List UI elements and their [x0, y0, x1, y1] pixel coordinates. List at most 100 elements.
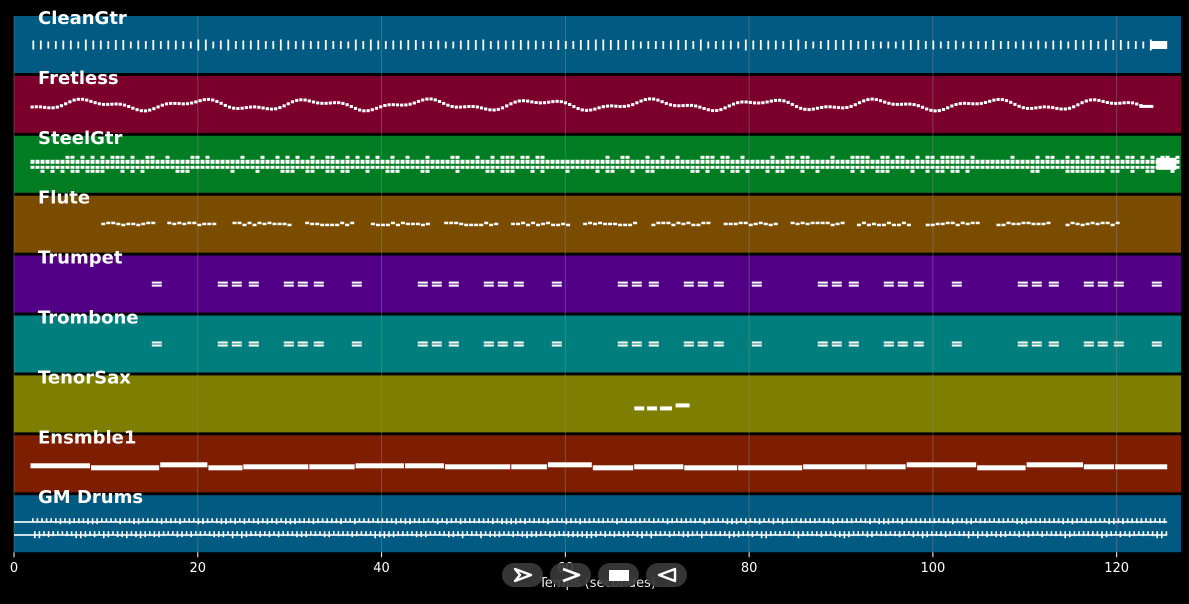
note-block	[878, 518, 880, 525]
note-block	[314, 531, 317, 537]
note-block	[255, 159, 260, 164]
note-block	[735, 159, 740, 164]
note-block	[116, 531, 119, 538]
note-block	[1126, 101, 1130, 105]
note-block	[147, 518, 149, 524]
note-block	[430, 165, 435, 169]
note-block	[636, 531, 639, 538]
fast-forward-button[interactable]	[550, 563, 591, 587]
note-block	[127, 105, 131, 108]
note-block	[744, 100, 748, 104]
note-block	[110, 155, 115, 159]
note-block	[328, 531, 330, 538]
note-block	[643, 518, 646, 523]
note-block	[89, 531, 91, 537]
note-block	[939, 41, 942, 49]
note-block	[666, 518, 669, 525]
note-block	[864, 40, 867, 50]
note-block	[979, 101, 983, 105]
stop-button[interactable]	[598, 563, 639, 587]
note-block	[240, 155, 245, 159]
note-block	[440, 165, 445, 169]
note-block	[355, 155, 360, 159]
note-block	[1004, 531, 1007, 538]
note-block	[1050, 165, 1055, 169]
note-block	[738, 221, 743, 225]
note-block	[1005, 165, 1010, 169]
note-block	[170, 518, 172, 524]
note-block	[1140, 155, 1145, 159]
note-block	[566, 223, 571, 227]
note-block	[407, 40, 410, 50]
note-block	[268, 531, 271, 538]
note-block	[216, 518, 218, 524]
note-block	[105, 159, 110, 164]
note-block	[689, 518, 692, 523]
note-block	[750, 165, 755, 169]
rewind-button[interactable]	[646, 563, 687, 587]
note-block	[351, 341, 362, 344]
note-block	[41, 518, 43, 523]
note-block	[152, 40, 155, 50]
note-block	[375, 159, 380, 164]
note-block	[151, 221, 156, 225]
note-block	[530, 165, 535, 169]
note-block	[751, 344, 762, 347]
note-block	[310, 155, 315, 159]
note-block	[1175, 159, 1180, 164]
note-block	[740, 165, 745, 169]
note-block	[351, 284, 362, 287]
note-block	[1065, 169, 1070, 173]
note-block	[97, 102, 101, 106]
note-block	[986, 531, 988, 538]
note-block	[182, 41, 185, 49]
note-block	[473, 518, 476, 524]
note-block	[875, 159, 880, 164]
note-block	[206, 518, 209, 524]
note-block	[849, 104, 853, 108]
note-block	[722, 40, 725, 50]
note-block	[223, 103, 227, 107]
note-block	[823, 518, 825, 524]
note-block	[1030, 518, 1032, 524]
note-block	[485, 159, 490, 164]
note-block	[645, 165, 650, 169]
note-block	[530, 100, 534, 104]
note-block	[1135, 159, 1140, 164]
note-block	[947, 518, 949, 524]
note-block	[731, 102, 736, 106]
note-block	[563, 531, 565, 537]
note-block	[323, 531, 326, 538]
note-block	[891, 102, 895, 106]
note-block	[691, 531, 694, 537]
note-block	[1100, 159, 1105, 164]
note-block	[640, 159, 645, 164]
note-block	[883, 100, 887, 104]
note-block	[589, 108, 593, 112]
note-block	[200, 159, 205, 164]
note-block	[980, 165, 985, 169]
note-block	[542, 101, 547, 105]
note-block	[694, 104, 698, 108]
note-block	[1113, 341, 1124, 344]
note-block	[1151, 531, 1154, 537]
note-block	[887, 41, 890, 49]
note-block	[431, 284, 442, 287]
note-block	[812, 41, 815, 49]
note-block	[817, 284, 828, 287]
note-block	[815, 106, 820, 110]
note-block	[130, 159, 135, 164]
note-block	[1083, 344, 1094, 347]
note-block	[311, 100, 316, 104]
play-button[interactable]	[502, 563, 543, 587]
note-block	[1160, 155, 1165, 159]
note-block	[66, 531, 68, 537]
note-block	[745, 518, 747, 525]
note-block	[1060, 159, 1065, 164]
note-block	[331, 518, 333, 524]
note-block	[975, 102, 979, 106]
note-block	[470, 159, 475, 164]
note-block	[950, 155, 955, 159]
note-block	[860, 518, 862, 523]
note-block	[80, 159, 85, 164]
